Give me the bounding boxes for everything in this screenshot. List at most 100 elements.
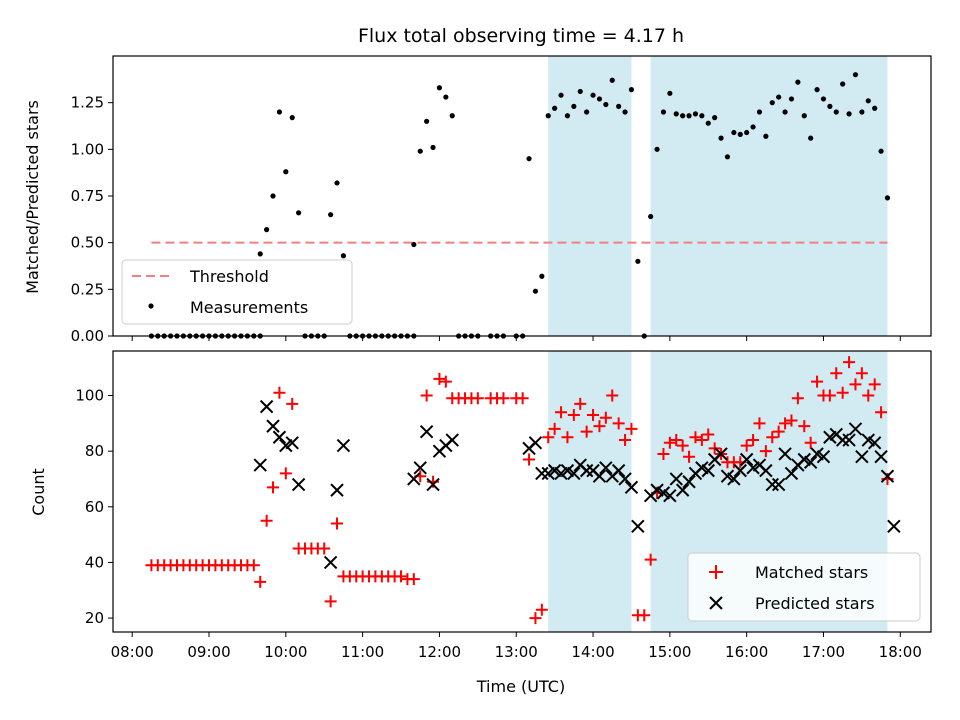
measurement-point xyxy=(257,251,263,257)
measurement-point xyxy=(820,96,827,102)
measurement-point xyxy=(622,109,628,115)
measurement-point xyxy=(539,273,545,279)
measurement-point xyxy=(763,133,769,139)
top-y-tick-label: 1.25 xyxy=(71,94,104,112)
measurement-point xyxy=(654,146,660,152)
predicted-stars-legend-label: Predicted stars xyxy=(755,594,875,613)
predicted-stars-point xyxy=(867,436,882,450)
measurements-legend-label: Measurements xyxy=(190,298,308,317)
bottom-y-tick-label: 60 xyxy=(85,498,104,516)
predicted-stars-point xyxy=(426,477,440,492)
measurement-point xyxy=(577,88,583,95)
matched-stars-point xyxy=(567,408,580,421)
matched-stars-point xyxy=(798,420,811,433)
bottom-legend-frame xyxy=(687,552,921,622)
predicted-stars-point xyxy=(579,463,594,478)
predicted-stars-point xyxy=(887,519,901,533)
matched-stars-point xyxy=(439,375,452,388)
matched-stars-point xyxy=(516,392,529,405)
predicted-stars-point xyxy=(874,450,888,464)
predicted-stars-point xyxy=(528,436,543,450)
matched-stars-point xyxy=(561,431,574,444)
predicted-stars-point xyxy=(848,422,863,436)
measurement-point xyxy=(776,94,782,100)
predicted-stars-point xyxy=(778,447,792,461)
measurement-point xyxy=(590,92,596,98)
measurement-point xyxy=(667,90,673,96)
measurement-point xyxy=(616,103,622,109)
predicted-stars-point xyxy=(445,433,459,447)
matched-stars-point xyxy=(644,553,657,566)
matched-stars-point xyxy=(702,428,715,441)
predicted-stars-point xyxy=(663,488,677,503)
predicted-stars-point xyxy=(733,463,747,478)
x-tick-label: 10:00 xyxy=(264,643,307,661)
top-y-tick-label: 0.00 xyxy=(71,327,104,345)
matched-stars-point xyxy=(247,559,260,572)
measurement-point xyxy=(558,92,564,98)
measurement-point xyxy=(334,180,340,186)
x-tick-label: 17:00 xyxy=(802,643,845,661)
matched-stars-point xyxy=(254,575,267,588)
measurement-point xyxy=(737,131,743,137)
predicted-stars-point xyxy=(413,461,427,475)
top-observing-window-1 xyxy=(650,56,888,336)
matched-stars-point xyxy=(804,436,817,449)
matched-stars-point xyxy=(683,450,696,463)
matched-stars-point xyxy=(542,431,555,444)
measurement-point xyxy=(718,135,724,141)
top-legend: Threshold Measurements xyxy=(121,259,353,325)
bottom-y-tick-label: 20 xyxy=(85,609,104,627)
predicted-stars-point xyxy=(816,450,831,464)
measurement-point xyxy=(744,129,750,136)
predicted-stars-point xyxy=(771,477,786,492)
top-y-axis-label: Matched/Predicted stars xyxy=(23,100,42,294)
measurement-point xyxy=(564,113,571,119)
measurement-point xyxy=(680,113,686,119)
matched-stars-point xyxy=(587,408,600,421)
top-series-measurements xyxy=(148,72,891,339)
measurement-point xyxy=(526,156,532,162)
matched-stars-point xyxy=(574,397,587,410)
measurement-point xyxy=(840,81,846,87)
bottom-observing-window-0 xyxy=(548,351,632,632)
measurements-legend-swatch xyxy=(148,303,154,309)
measurement-point xyxy=(705,120,711,126)
measurement-point xyxy=(328,212,334,218)
measurement-point xyxy=(596,96,603,102)
matched-stars-point xyxy=(471,392,484,405)
matched-stars-point xyxy=(747,434,760,447)
measurement-point xyxy=(872,105,878,111)
predicted-stars-point xyxy=(291,477,306,492)
measurement-point xyxy=(270,193,276,199)
predicted-stars-point xyxy=(880,469,895,483)
measurement-point xyxy=(699,113,705,119)
matched-stars-point xyxy=(331,517,344,530)
matched-stars-point xyxy=(823,389,836,402)
measurement-point xyxy=(814,87,820,93)
bottom-y-axis-label: Count xyxy=(29,468,48,516)
measurement-point xyxy=(750,124,756,130)
matched-stars-point xyxy=(625,422,638,435)
matched-stars-point xyxy=(772,425,785,438)
predicted-stars-point xyxy=(285,436,299,450)
predicted-stars-point xyxy=(624,480,639,495)
matched-stars-point xyxy=(593,420,606,433)
top-y-tick-label: 0.75 xyxy=(71,187,104,205)
measurement-point xyxy=(552,105,558,111)
matched-stars-legend-label: Matched stars xyxy=(755,563,868,582)
bottom-y-tick-label: 40 xyxy=(85,553,104,571)
matched-stars-point xyxy=(689,431,702,444)
matched-stars-point xyxy=(830,367,843,380)
measurement-point xyxy=(289,115,295,121)
measurement-point xyxy=(865,98,871,104)
x-tick-label: 16:00 xyxy=(725,643,768,661)
top-legend-frame xyxy=(121,259,353,325)
measurement-point xyxy=(795,79,801,85)
measurement-point xyxy=(603,101,609,108)
predicted-stars-point xyxy=(535,466,549,481)
predicted-stars-point xyxy=(272,430,287,444)
matched-stars-point xyxy=(785,414,798,427)
measurement-point xyxy=(788,96,795,102)
